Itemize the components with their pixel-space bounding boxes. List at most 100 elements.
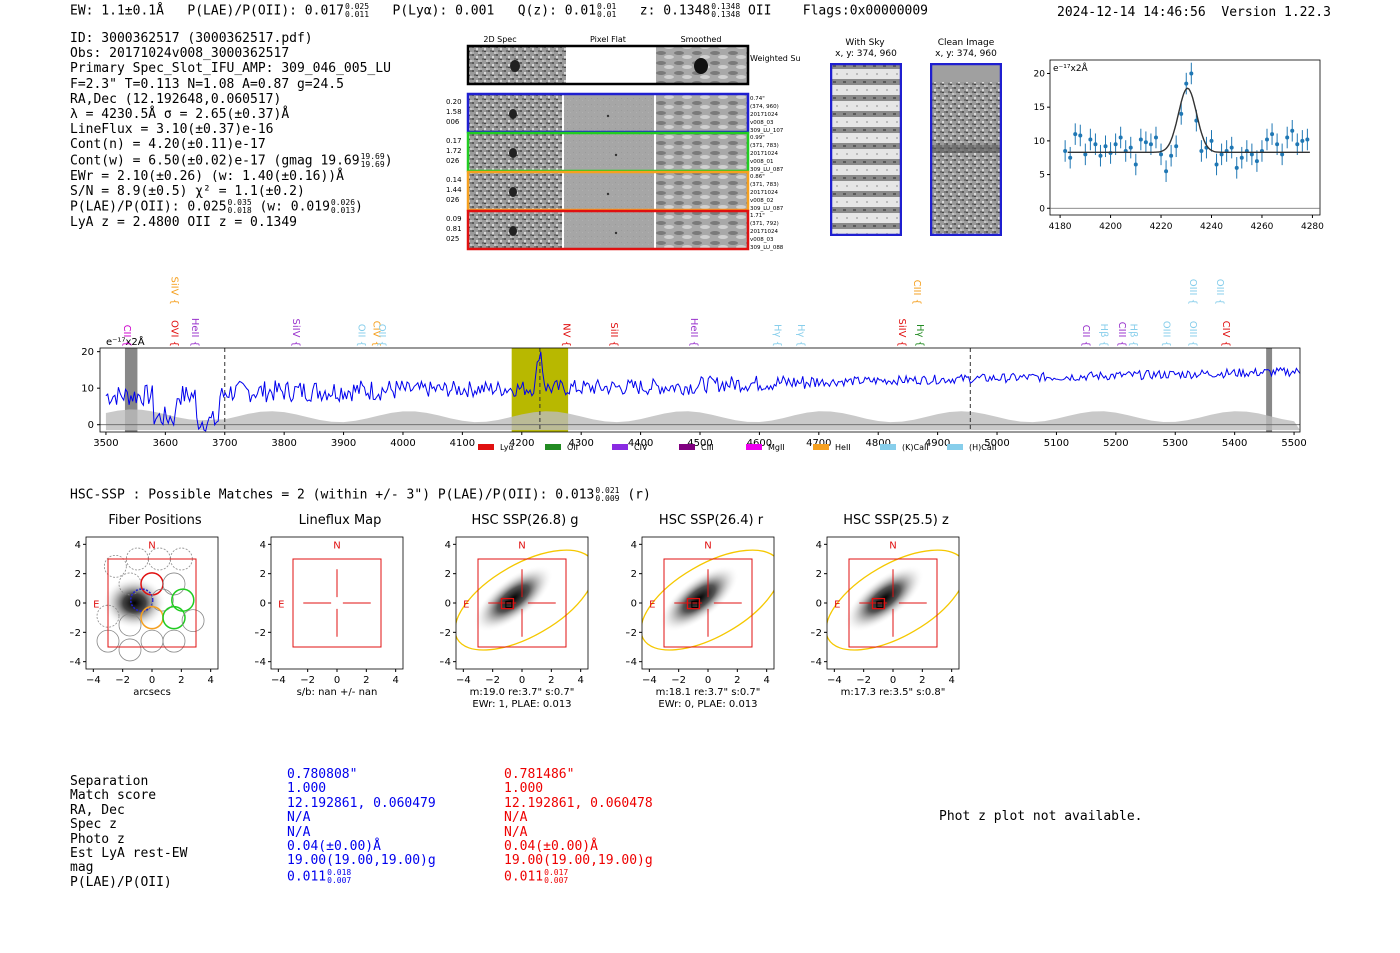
info-ewr: EWr = 2.10(±0.26) (w: 1.40(±0.16))Å <box>70 168 344 184</box>
info-obs: Obs: 20171024v008_3000362517 <box>70 46 290 62</box>
east-label: E <box>834 599 840 610</box>
match-1-values: 0.780808" 1.000 12.192861, 0.060479 N/A … <box>287 767 436 885</box>
cutout-row-right: 0.74" <box>750 96 765 102</box>
hsc-xtick: −2 <box>671 675 686 686</box>
hsc-panel-title: Fiber Positions <box>108 513 202 528</box>
fit-point <box>1229 136 1234 159</box>
header-plae-hi: 0.025 <box>344 2 370 11</box>
spectrum-xtick: 5400 <box>1222 438 1247 449</box>
hsc-ytick: 4 <box>260 540 266 551</box>
fit-point <box>1259 140 1264 162</box>
cutout-row-left: 026 <box>446 157 460 165</box>
header-datetime: 2024-12-14 14:46:56 <box>1057 5 1206 20</box>
svg-text:Lyα: Lyα <box>500 443 514 452</box>
hsc-panel-line2: EWr: 0, PLAE: 0.013 <box>658 699 757 710</box>
cutout-row-right: 309_LU_088 <box>750 245 784 251</box>
fit-point <box>1305 128 1310 151</box>
hsc-panel-title: Lineflux Map <box>298 513 382 528</box>
spectrum-line-label: OVI { <box>168 320 179 347</box>
hsc-title-hi: 0.021 <box>595 486 620 495</box>
m1-value: N/A <box>287 810 311 826</box>
info-contw-close: ) <box>384 153 393 169</box>
m1-value: 1.000 <box>287 781 327 797</box>
spectrum-xtick: 5100 <box>1044 438 1069 449</box>
spectrum-legend-item: HeII <box>813 443 851 452</box>
fit-point <box>1224 140 1229 162</box>
spectrum-line-label: CII { <box>1080 325 1091 347</box>
spectrum-legend-item: Lyα <box>478 443 514 452</box>
north-label: N <box>148 541 155 552</box>
cutout-row-right: v008_03 <box>750 237 774 243</box>
hsc-xtick: −4 <box>827 675 842 686</box>
info-plae-w: (w: 0.019 <box>259 199 330 215</box>
fiber-circle <box>96 604 120 628</box>
fiber-circle <box>118 638 142 662</box>
cutout-col-2d: 2D Spec <box>483 35 516 44</box>
cutout-row-right: 0.99" <box>750 135 765 141</box>
fit-point <box>1300 130 1305 152</box>
spectrum-ytick: 0 <box>88 420 94 431</box>
spectrum-error-band <box>105 409 1300 431</box>
m2-value: N/A <box>504 810 528 826</box>
fit-point <box>1285 126 1290 149</box>
spectrum-xtick: 4800 <box>865 438 890 449</box>
spectrum-line-label: SiIV { <box>168 277 179 305</box>
hsc-panel-line2: EWr: 1, PLAE: 0.013 <box>472 699 571 710</box>
cutout-row-left: 0.14 <box>446 176 462 184</box>
m2-plae: 0.011 <box>504 869 544 885</box>
cutout-row: 0.20 1.58 006 0.74" (374, 960) 20171024 v008_0… <box>446 92 784 134</box>
cutout-row-left: 1.58 <box>446 108 462 116</box>
spectrum-legend-item: (H)CaII <box>947 443 996 452</box>
cutout-row-left: 1.44 <box>446 186 462 194</box>
fiber-circle <box>171 588 195 612</box>
hsc-ytick: 0 <box>631 599 637 610</box>
hsc-title: HSC-SSP : Possible Matches = 2 (within +… <box>70 487 651 503</box>
hsc-ytick: −4 <box>440 657 451 668</box>
fiber-circle <box>118 613 142 637</box>
m2-value: 0.781486" <box>504 767 575 782</box>
hsc-ytick: −2 <box>811 628 822 639</box>
aperture-ellipse <box>642 549 774 651</box>
spectrum-xtick: 3500 <box>93 438 118 449</box>
spectrum-line <box>105 351 1301 432</box>
hsc-xtick: 2 <box>548 675 554 686</box>
spectrum-line-label: OII { <box>355 324 366 347</box>
spectrum-line-label: Hβ { <box>1098 324 1109 347</box>
tbl-label: Est LyA rest-EW <box>70 846 188 862</box>
cutout-row-left: 0.09 <box>446 215 462 223</box>
hsc-title-text: HSC-SSP : Possible Matches = 2 (within +… <box>70 487 595 503</box>
info-contw-text: Cont(w) = 6.50(±0.02)e-17 (gmag 19.69 <box>70 153 360 169</box>
fit-xtick: 4200 <box>1099 222 1122 232</box>
m1-plae-lo: 0.007 <box>327 875 352 885</box>
info-lineflux: LineFlux = 3.10(±0.37)e-16 <box>70 122 274 138</box>
info-plae-text: P(LAE)/P(OII): 0.025 <box>70 199 227 215</box>
fit-xtick: 4180 <box>1049 222 1072 232</box>
hsc-ytick: −2 <box>440 628 451 639</box>
spectrum-line-label: OIII { <box>1214 279 1225 305</box>
cutout-row-right: 0.86" <box>750 174 765 180</box>
aperture-ellipse <box>827 549 959 651</box>
cutout-row-left: 1.72 <box>446 147 462 155</box>
hsc-ytick: 4 <box>75 540 81 551</box>
header-z-line: OII <box>747 3 772 19</box>
fit-point <box>1209 130 1214 152</box>
fit-point <box>1153 126 1158 149</box>
header-ew: EW: 1.1±0.1Å <box>70 3 164 19</box>
spectrum-xtick: 4100 <box>450 438 475 449</box>
east-label: E <box>649 599 655 610</box>
spectrum-line-label: Hγ { <box>795 324 806 347</box>
hsc-xtick: 2 <box>178 675 184 686</box>
spectrum-line-label: SiII { <box>608 322 619 347</box>
m2-value: 1.000 <box>504 781 544 797</box>
hsc-xtick: 4 <box>577 675 583 686</box>
cutout-row-right: (371, 792) <box>750 221 779 227</box>
fit-point <box>1133 153 1138 176</box>
fit-point <box>1148 133 1153 156</box>
info-primary: Primary Spec_Slot_IFU_AMP: 309_046_005_L… <box>70 61 391 77</box>
fit-xtick: 4240 <box>1200 222 1223 232</box>
hsc-ytick: −2 <box>255 628 266 639</box>
cutout-row-right: (374, 960) <box>750 104 779 110</box>
hsc-xtick: −2 <box>300 675 315 686</box>
fit-point <box>1280 143 1285 166</box>
m1-value: N/A <box>287 824 311 840</box>
